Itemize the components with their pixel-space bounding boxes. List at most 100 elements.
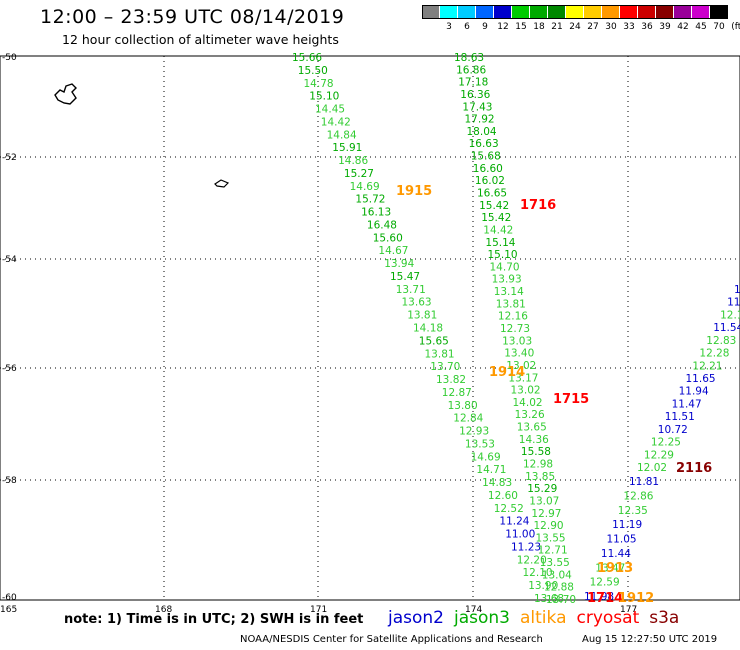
wave-height-value: 13.02 (506, 360, 536, 372)
wave-height-value: 11.19 (612, 519, 642, 531)
wave-height-value: 12.93 (459, 426, 489, 438)
wave-height-value: 11.98 (584, 591, 614, 603)
wave-height-value: 16.63 (469, 138, 499, 150)
wave-height-value: 16.48 (367, 220, 397, 232)
wave-height-value: 11.81 (629, 476, 659, 488)
wave-height-value: 12.73 (500, 323, 530, 335)
wave-height-value: 15.68 (471, 151, 501, 163)
wave-height-value: 14.84 (327, 129, 357, 141)
wave-height-value: 11.00 (505, 529, 535, 541)
wave-height-value: 11.24 (499, 516, 529, 528)
legend-label: 24 (569, 22, 581, 32)
pass-label: 1714 (587, 591, 623, 606)
wave-height-value: 11.44 (601, 548, 631, 560)
legend-label: 36 (641, 22, 653, 32)
wave-height-value: 14.86 (338, 155, 368, 167)
wave-height-value: 13.68 (534, 593, 564, 605)
wave-height-value: 12.71 (538, 545, 568, 557)
legend-swatch (656, 5, 673, 19)
wave-height-value: 12.98 (523, 459, 553, 471)
wave-height-value: 12.20 (517, 554, 547, 566)
wave-height-value: 13.55 (540, 557, 570, 569)
wave-height-value: 12.52 (494, 503, 524, 515)
wave-height-value: 12.28 (699, 348, 729, 360)
satellite-name: cryosat (576, 608, 640, 628)
legend-label: 27 (587, 22, 599, 32)
pass-label: 1912 (618, 591, 654, 606)
satellite-name: s3a (649, 608, 680, 628)
wave-height-value: 14.67 (378, 245, 408, 257)
wave-height-value: 13.81 (407, 310, 437, 322)
lon-label: 171 (310, 605, 327, 615)
wave-height-value: 18.04 (467, 126, 497, 138)
legend-swatch (548, 5, 565, 19)
wave-height-value: 14.69 (350, 181, 380, 193)
lon-label: 177 (620, 605, 637, 615)
wave-height-value: 13.03 (502, 335, 532, 347)
lon-label: 168 (155, 605, 172, 615)
wave-height-value: 13.71 (396, 284, 426, 296)
lat-label: -58 (2, 476, 17, 486)
legend-label: 33 (623, 22, 635, 32)
wave-height-tracks: 15.6615.5014.7815.1014.4514.4214.8415.91… (292, 52, 740, 606)
wave-height-value: 15.91 (332, 142, 362, 154)
wave-height-value: 15.47 (390, 271, 420, 283)
wave-height-value: 13.53 (465, 438, 495, 450)
wave-height-value: 16.36 (460, 89, 490, 101)
wave-height-value: 12.84 (453, 413, 483, 425)
wave-height-value: 13.94 (384, 258, 414, 270)
legend-swatch (638, 5, 655, 19)
legend-label: 30 (605, 22, 617, 32)
wave-height-value: 12.87 (442, 387, 472, 399)
wave-height-value: 12.86 (623, 490, 653, 502)
wave-height-value: 17.18 (458, 77, 488, 89)
wave-height-value: 11.51 (665, 411, 695, 423)
wave-height-value: 12.25 (651, 437, 681, 449)
wave-height-value: 15.72 (355, 194, 385, 206)
wave-height-value: 16.13 (361, 207, 391, 219)
legend-swatch (692, 5, 709, 19)
wave-height-value: 13.02 (511, 385, 541, 397)
legend-swatch (566, 5, 583, 19)
wave-height-value: 14.70 (490, 261, 520, 273)
legend-label: 15 (515, 22, 527, 32)
satellite-name: altika (520, 608, 567, 628)
legend-swatch (476, 5, 493, 19)
wave-height-value: 16.60 (473, 163, 503, 175)
wave-height-value: 13.81 (425, 348, 455, 360)
wave-height-value: 14.45 (315, 104, 345, 116)
wave-height-value: 15.60 (373, 232, 403, 244)
wave-height-value: 12.1 (720, 309, 740, 321)
wave-height-value: 16.65 (477, 188, 507, 200)
legend-swatch (422, 5, 439, 19)
lat-label: -52 (2, 153, 17, 163)
wave-height-value: 12.02 (637, 462, 667, 474)
lon-label: 165 (0, 605, 17, 615)
wave-height-value: 12.16 (498, 311, 528, 323)
wave-height-value: 12.90 (534, 520, 564, 532)
wave-height-value: 15.50 (298, 65, 328, 77)
chart-subtitle: 12 hour collection of altimeter wave hei… (62, 32, 339, 47)
legend-label: 6 (464, 22, 470, 32)
legend-label: 39 (659, 22, 671, 32)
wave-height-value: 15.58 (521, 446, 551, 458)
legend-swatch (512, 5, 529, 19)
wave-height-value: 11.23 (511, 542, 541, 554)
legend-swatch (710, 5, 727, 19)
wave-height-value: 13.55 (536, 532, 566, 544)
pass-label: 1716 (520, 198, 556, 213)
wave-height-value: 13.70 (546, 594, 576, 606)
legend-swatch (620, 5, 637, 19)
campbell-island-icon (214, 179, 230, 188)
wave-height-value: 11.65 (686, 373, 716, 385)
legend-unit: (ft) (731, 22, 740, 32)
lat-label: -50 (2, 53, 17, 63)
wave-height-value: 13.65 (517, 422, 547, 434)
legend-swatch (494, 5, 511, 19)
wave-height-value: 11. (727, 297, 740, 309)
wave-height-value: 13.04 (542, 569, 572, 581)
wave-height-value: 13.47 (595, 562, 625, 574)
pass-label: 1715 (553, 392, 589, 407)
pass-label: 1914 (489, 365, 525, 380)
wave-height-value: 13.63 (402, 297, 432, 309)
